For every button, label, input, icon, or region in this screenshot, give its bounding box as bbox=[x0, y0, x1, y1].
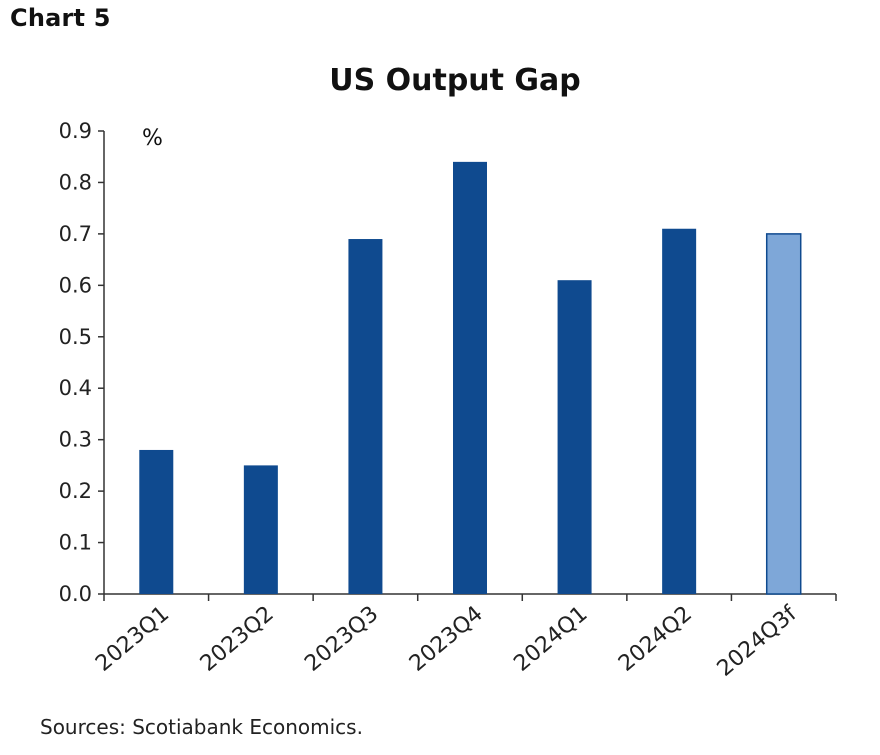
x-category-label: 2023Q4 bbox=[405, 601, 488, 676]
x-category-label: 2023Q2 bbox=[196, 601, 279, 676]
bar-2023q3 bbox=[348, 239, 383, 595]
bar-2024q3f bbox=[765, 233, 802, 595]
unit-label: % bbox=[142, 126, 163, 151]
bar-chart: 0.00.10.20.30.40.50.60.70.80.9 2023Q1 202… bbox=[59, 119, 837, 682]
x-category-label: 2024Q1 bbox=[509, 601, 592, 676]
y-tick-label: 0.4 bbox=[59, 376, 92, 400]
bars bbox=[139, 161, 802, 595]
y-tick-label: 0.9 bbox=[59, 119, 92, 143]
bar-2023q2 bbox=[243, 465, 278, 594]
y-tick-label: 0.7 bbox=[59, 222, 92, 246]
y-axis: 0.0 0.1 0.2 0.3 0.4 0.5 0.6 0.7 0.8 0.9 bbox=[59, 119, 105, 606]
chart-title: US Output Gap bbox=[329, 63, 581, 98]
x-category-label: 2023Q3 bbox=[300, 601, 383, 676]
y-tick-label: 0.0 bbox=[59, 582, 92, 606]
bar-2024q1 bbox=[557, 280, 592, 594]
x-category-label: 2023Q1 bbox=[91, 601, 174, 676]
y-tick-label: 0.8 bbox=[59, 170, 92, 194]
x-category-label: 2024Q3f bbox=[713, 601, 803, 682]
y-tick-label: 0.1 bbox=[59, 531, 92, 555]
y-tick-label: 0.6 bbox=[59, 273, 92, 297]
category-labels: 2023Q1 2023Q2 2023Q3 2023Q4 2024Q1 2024Q2 2024… bbox=[91, 601, 802, 682]
bar-2023q1 bbox=[139, 449, 174, 594]
bar-2023q4 bbox=[453, 161, 487, 594]
chart-number: Chart 5 bbox=[10, 4, 111, 32]
bar-2024q2 bbox=[662, 228, 697, 594]
y-tick-label: 0.2 bbox=[59, 479, 92, 503]
y-tick-label: 0.3 bbox=[59, 428, 92, 452]
y-tick-label: 0.5 bbox=[59, 325, 92, 349]
x-category-label: 2024Q2 bbox=[614, 601, 697, 676]
x-axis bbox=[103, 593, 837, 601]
source-note: Sources: Scotiabank Economics. bbox=[40, 715, 363, 739]
